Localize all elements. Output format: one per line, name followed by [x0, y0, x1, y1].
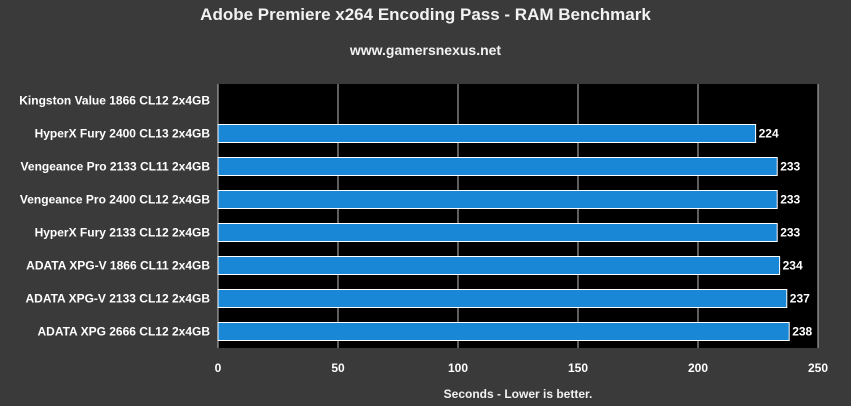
x-tick-label: 250 [808, 361, 828, 375]
category-label: HyperX Fury 2133 CL12 2x4GB [35, 226, 211, 240]
plot-background [218, 84, 818, 348]
data-label: 237 [790, 292, 810, 306]
value-labels: 224 233 233 233 234 237 238 [759, 127, 813, 339]
bar [217, 289, 788, 308]
x-tick-labels: 0 50 100 150 200 250 [215, 361, 829, 375]
chart-title: Adobe Premiere x264 Encoding Pass - RAM … [200, 5, 651, 24]
x-tick-label: 50 [331, 361, 345, 375]
bar [217, 322, 790, 341]
data-label: 233 [780, 160, 800, 174]
data-label: 224 [759, 127, 779, 141]
category-label: ADATA XPG-V 2133 CL12 2x4GB [25, 292, 210, 306]
data-label: 238 [792, 325, 812, 339]
category-label: Vengeance Pro 2133 CL11 2x4GB [21, 160, 211, 174]
bar [217, 256, 781, 275]
x-tick-label: 150 [568, 361, 588, 375]
x-axis-label: Seconds - Lower is better. [443, 387, 593, 401]
category-label: ADATA XPG-V 1866 CL11 2x4GB [26, 259, 210, 273]
bar [217, 190, 778, 209]
data-label: 234 [783, 259, 803, 273]
data-label: 233 [780, 193, 800, 207]
plot-area [218, 84, 818, 348]
bar [217, 124, 757, 143]
category-label: HyperX Fury 2400 CL13 2x4GB [35, 127, 211, 141]
x-tick-label: 0 [215, 361, 222, 375]
bar [217, 157, 778, 176]
chart-subtitle: www.gamersnexus.net [349, 42, 502, 58]
category-label: ADATA XPG 2666 CL12 2x4GB [37, 325, 210, 339]
bars [217, 124, 790, 341]
category-labels: Kingston Value 1866 CL12 2x4GB HyperX Fur… [19, 94, 210, 339]
bar [217, 223, 778, 242]
category-label: Kingston Value 1866 CL12 2x4GB [19, 94, 210, 108]
x-tick-label: 100 [448, 361, 468, 375]
data-label: 233 [780, 226, 800, 240]
x-tick-label: 200 [688, 361, 708, 375]
category-label: Vengeance Pro 2400 CL12 2x4GB [20, 193, 210, 207]
